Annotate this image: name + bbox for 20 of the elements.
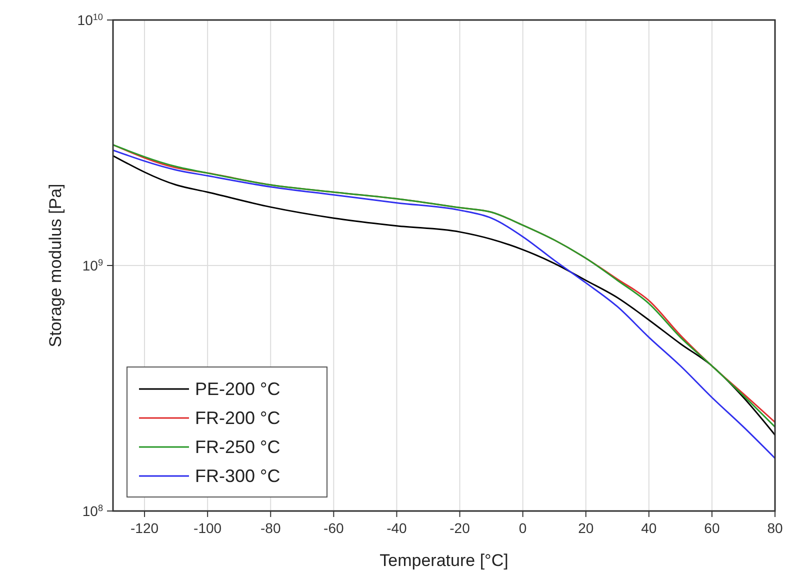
- x-axis-title: Temperature [°C]: [380, 551, 508, 570]
- legend-label: FR-200 °C: [195, 408, 280, 428]
- y-tick-label: 10$^{10}$: [77, 12, 103, 28]
- x-tick-label: 20: [578, 520, 594, 536]
- x-tick-label: -60: [324, 520, 344, 536]
- y-axis-title: Storage modulus [Pa]: [46, 184, 65, 348]
- x-tick-label: -40: [386, 520, 408, 536]
- x-tick-label: -80: [260, 520, 281, 536]
- y-tick-label: 10$^{8}$: [82, 503, 103, 519]
- legend-label: PE-200 °C: [195, 379, 280, 399]
- x-tick-label: -120: [130, 520, 159, 536]
- legend-label: FR-250 °C: [195, 437, 280, 457]
- x-tick-label: 0: [518, 520, 527, 536]
- x-tick-label: 80: [767, 520, 783, 536]
- x-tick-label: -20: [450, 520, 470, 536]
- x-tick-label: 40: [641, 520, 657, 536]
- x-tick-label: -100: [194, 520, 222, 536]
- legend-label: FR-300 °C: [195, 466, 280, 486]
- x-tick-label: 60: [704, 520, 720, 536]
- y-tick-label: 10$^{9}$: [82, 258, 103, 274]
